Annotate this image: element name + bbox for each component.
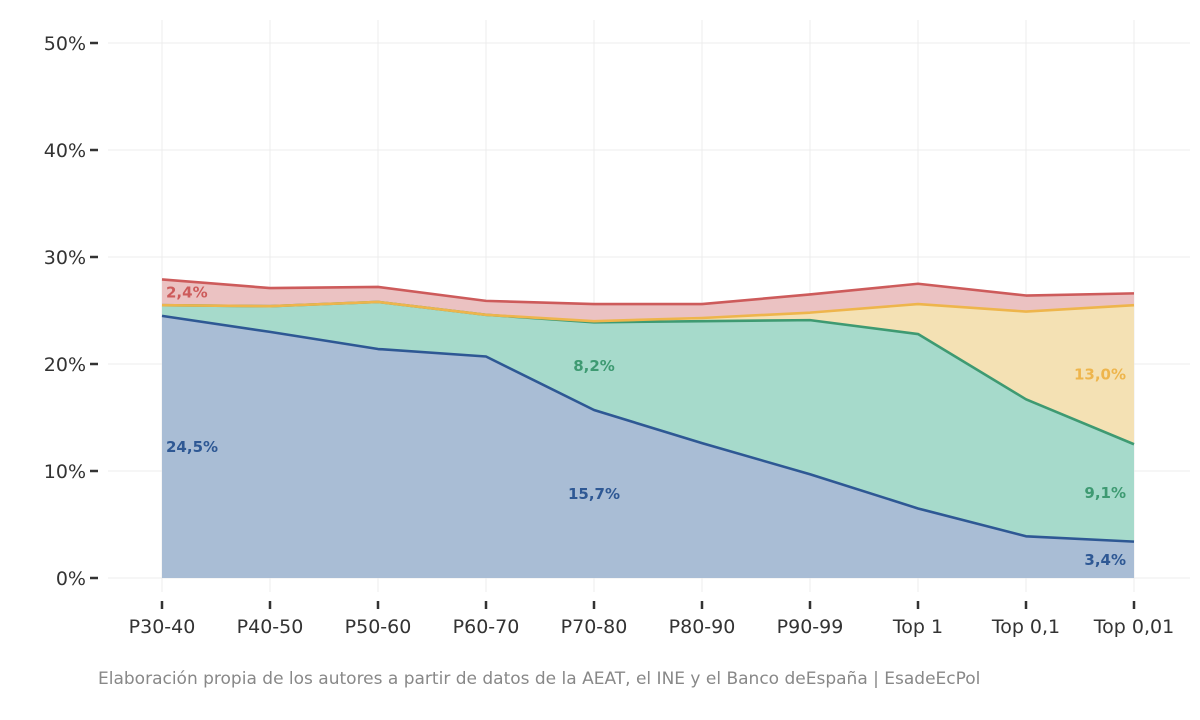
- area-yellow: [162, 301, 1134, 445]
- x-tick-label: P70-80: [561, 616, 628, 638]
- area-red: [162, 279, 1134, 322]
- x-tick-label: Top 0,1: [991, 616, 1060, 638]
- data-labels: 2,4% 24,5% 8,2% 15,7% 13,0% 9,1% 3,4%: [166, 283, 1126, 569]
- data-label-blue: 3,4%: [1084, 551, 1126, 569]
- areas: [162, 279, 1134, 578]
- x-tick-label: Top 0,01: [1093, 616, 1174, 638]
- axes: 0% 10% 20% 30% 40% 50% P30-40 P40-50 P50-60 P60-7…: [44, 33, 1174, 638]
- data-label-green: 8,2%: [573, 357, 615, 375]
- x-tick-label: P30-40: [129, 616, 196, 638]
- area-blue: [162, 315, 1134, 578]
- x-tick-label: P60-70: [453, 616, 520, 638]
- data-label-green: 9,1%: [1084, 484, 1126, 502]
- data-label-red: 2,4%: [166, 283, 208, 301]
- line-blue: [161, 314, 1135, 543]
- y-tick-label: 10%: [44, 461, 86, 483]
- y-tick-label: 40%: [44, 140, 86, 162]
- chart-caption: Elaboración propia de los autores a part…: [98, 669, 980, 689]
- y-tick-label: 20%: [44, 354, 86, 376]
- x-tick-label: P40-50: [237, 616, 304, 638]
- line-red: [161, 278, 1135, 306]
- x-tick-label: Top 1: [892, 616, 943, 638]
- y-tick-label: 50%: [44, 33, 86, 55]
- x-tick-label: P90-99: [777, 616, 844, 638]
- series-lines: [161, 278, 1135, 543]
- data-label-blue: 24,5%: [166, 438, 218, 456]
- data-label-blue: 15,7%: [568, 485, 620, 503]
- x-tick-label: P80-90: [669, 616, 736, 638]
- line-yellow: [161, 300, 1135, 323]
- y-tick-label: 0%: [56, 568, 86, 590]
- data-label-yellow: 13,0%: [1074, 366, 1126, 384]
- area-green: [162, 301, 1134, 542]
- y-tick-label: 30%: [44, 247, 86, 269]
- x-tick-label: P50-60: [345, 616, 412, 638]
